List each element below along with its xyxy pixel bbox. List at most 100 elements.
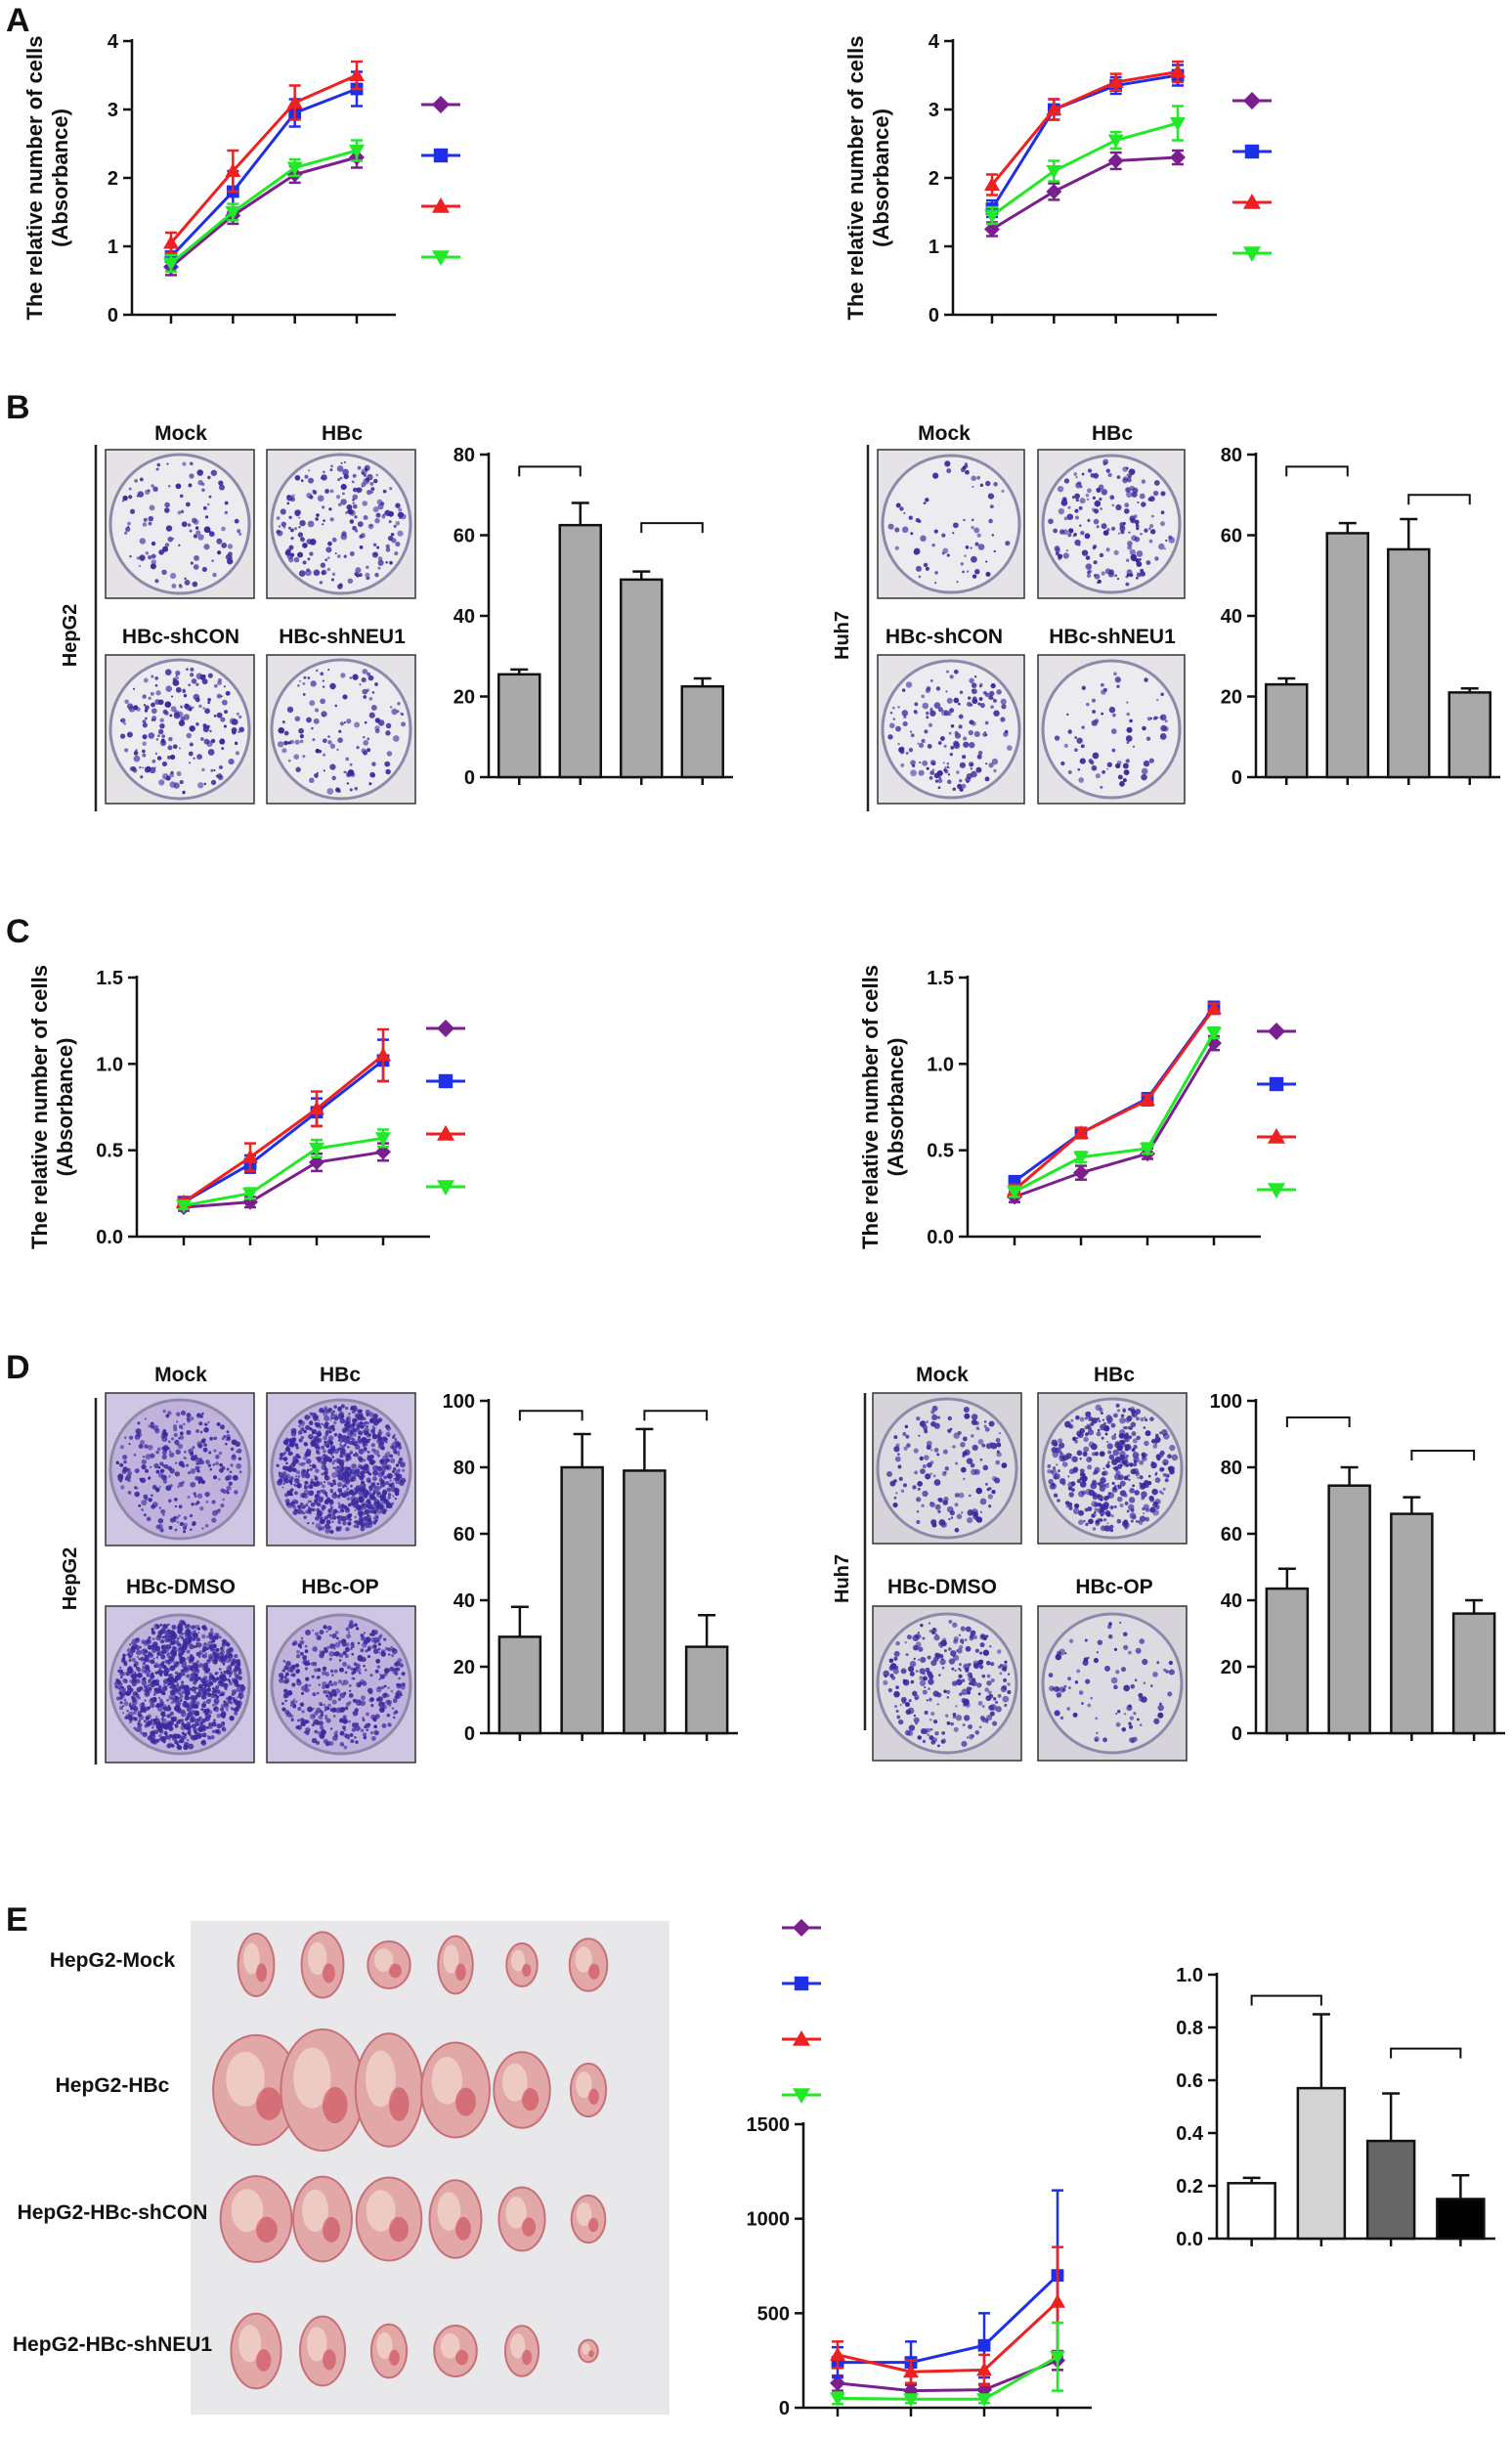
colony-dot (349, 762, 353, 766)
colony-dot (172, 1716, 178, 1721)
colony-dot (895, 1685, 899, 1689)
colony-dot (223, 1435, 227, 1439)
tumor-highlight (366, 2190, 396, 2232)
colony-dot (359, 1483, 363, 1487)
colony-dot (282, 1688, 288, 1694)
point-marker (1046, 102, 1062, 115)
colony-dot (175, 675, 178, 677)
colony-dot (1075, 475, 1078, 479)
colony-dot (320, 1725, 324, 1730)
colony-dot (306, 1459, 312, 1464)
colony-dot (332, 1715, 336, 1718)
colony-dot (393, 1711, 397, 1716)
colony-dot (1090, 1696, 1094, 1700)
colony-dot (365, 1409, 370, 1415)
colony-dot (188, 1704, 194, 1710)
colony-dot (398, 1445, 403, 1451)
colony-dot (151, 1637, 155, 1641)
colony-dot (1091, 1513, 1096, 1518)
colony-dot (1123, 1493, 1128, 1498)
colony-dot (1122, 778, 1127, 783)
colony-dot (164, 669, 172, 676)
colony-dot (943, 1689, 947, 1693)
colony-dot (232, 1454, 237, 1459)
colony-dot (234, 1711, 238, 1716)
colony-dot (362, 1680, 367, 1686)
colony-dot (960, 1626, 966, 1632)
colony-dot (368, 1506, 371, 1509)
colony-dot (1122, 476, 1129, 482)
colony-dot (311, 1429, 315, 1433)
colony-dot (352, 1432, 357, 1437)
tumor-highlight (510, 1949, 526, 1972)
colony-dot (285, 1502, 290, 1506)
colony-dot (1113, 1465, 1119, 1471)
colony-dot (367, 1433, 372, 1437)
colony-dot (128, 1720, 133, 1723)
tumor-vessel (256, 2349, 272, 2373)
colony-dot (1159, 1450, 1165, 1456)
tumor-vessel (522, 2349, 533, 2366)
colony-dot (311, 1412, 318, 1418)
colony-dot (227, 1699, 232, 1704)
colony-dot (984, 1426, 990, 1432)
colony-dish-photo (266, 1605, 416, 1764)
colony-dot (315, 748, 321, 754)
colony-dot (190, 561, 194, 565)
legend-entry (1232, 246, 1272, 262)
colony-dot (210, 1692, 216, 1699)
colony-dot (300, 1461, 305, 1466)
colony-dot (938, 1498, 943, 1503)
colony-dot (330, 464, 333, 468)
colony-dot (986, 1674, 991, 1678)
colony-dot (401, 1672, 406, 1677)
colony-dot (1131, 535, 1138, 542)
colony-dot (189, 1643, 194, 1650)
colony-dot (196, 1441, 202, 1447)
colony-dot (323, 470, 325, 474)
colony-dot (926, 685, 931, 691)
colony-dot (928, 1687, 930, 1691)
colony-dot (126, 1684, 132, 1690)
colony-dot (895, 1640, 900, 1646)
colony-dot (981, 1634, 985, 1638)
colony-dot (207, 698, 211, 702)
colony-dot (300, 1720, 306, 1727)
colony-dot (904, 1729, 911, 1736)
colony-dot (306, 1448, 310, 1452)
colony-dot (337, 1406, 342, 1412)
colony-dot (162, 1431, 168, 1438)
colony-dot (895, 502, 901, 508)
colony-dot (389, 1666, 395, 1672)
colony-dot (130, 1707, 134, 1711)
colony-dot (293, 754, 300, 760)
colony-dot (1072, 1436, 1077, 1442)
colony-dot (1101, 523, 1107, 530)
colony-dot (298, 727, 304, 734)
colony-dot (1048, 1673, 1054, 1677)
colony-dot (143, 1720, 147, 1723)
colony-dot (918, 742, 925, 749)
colony-dot (173, 1516, 177, 1520)
colony-dot (1113, 549, 1119, 555)
colony-dot (187, 1628, 190, 1631)
colony-dot (958, 1663, 962, 1667)
tumor-highlight (576, 2202, 592, 2227)
colony-dot (189, 1513, 194, 1518)
colony-dot (1123, 1519, 1129, 1525)
colony-dot (953, 1638, 958, 1644)
colony-dot (171, 1684, 177, 1690)
colony-dot (156, 462, 161, 467)
colony-dot (971, 1434, 974, 1438)
colony-dot (380, 1651, 386, 1657)
colony-dot (137, 1670, 141, 1673)
colony-dot (1123, 1684, 1131, 1692)
colony-dot (319, 581, 324, 585)
colony-dot (893, 1496, 897, 1500)
colony-dot (932, 1719, 938, 1724)
colony-dot (238, 715, 242, 719)
colony-dot (212, 1719, 216, 1722)
colony-dot (1076, 1450, 1083, 1457)
colony-dot (1119, 1621, 1122, 1625)
colony-dot (1063, 516, 1068, 521)
